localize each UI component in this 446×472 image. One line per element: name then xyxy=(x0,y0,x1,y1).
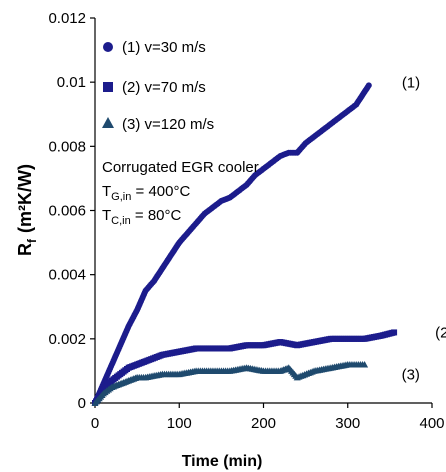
plot-area: 0 0.002 0.004 0.006 0.008 0.01 0.012 0 100 200 30… xyxy=(48,10,446,432)
legend-label-2: (2) v=70 m/s xyxy=(122,79,206,96)
y-axis-ticks: 0 0.002 0.004 0.006 0.008 0.01 0.012 xyxy=(48,10,95,412)
x-tick-label: 100 xyxy=(167,415,192,432)
tg-sub: G,in xyxy=(111,191,131,203)
y-tick-label: 0.004 xyxy=(48,267,86,284)
x-tick-label: 0 xyxy=(91,415,99,432)
tc-sub: C,in xyxy=(111,215,131,227)
legend-marker-square xyxy=(103,82,113,92)
x-axis-ticks: 0 100 200 300 400 xyxy=(91,403,445,432)
conditions-annotation: Corrugated EGR cooler TG,in = 400°C TC,i… xyxy=(102,159,259,227)
series-end-label-3: (3) xyxy=(402,367,420,384)
tc-rest: = 80°C xyxy=(131,207,182,224)
y-tick-label: 0.006 xyxy=(48,203,86,220)
series-layer xyxy=(91,82,398,406)
y-tick-label: 0 xyxy=(78,395,86,412)
legend-entry-3: (3) v=120 m/s xyxy=(102,116,214,133)
legend-entry-2: (2) v=70 m/s xyxy=(103,79,206,96)
y-tick-label: 0.008 xyxy=(48,138,86,155)
data-point xyxy=(391,329,398,336)
series-end-labels: (1) (2) (3) xyxy=(402,74,446,383)
legend-entry-1: (1) v=30 m/s xyxy=(103,39,206,56)
legend-marker-triangle xyxy=(102,117,114,128)
data-point xyxy=(365,82,372,89)
annotation-title: Corrugated EGR cooler xyxy=(102,159,259,176)
x-tick-label: 200 xyxy=(251,415,276,432)
x-tick-label: 300 xyxy=(335,415,360,432)
annotation-coolant-inlet-temp: TC,in = 80°C xyxy=(102,207,182,227)
annotation-gas-inlet-temp: TG,in = 400°C xyxy=(102,183,190,203)
y-axis-title: Rf (m²K/W) xyxy=(15,164,39,256)
x-axis-title: Time (min) xyxy=(182,453,263,470)
tg-rest: = 400°C xyxy=(131,183,190,200)
tc-main: T xyxy=(102,207,111,224)
series-end-label-1: (1) xyxy=(402,74,420,91)
y-axis-title-main: R xyxy=(15,243,35,256)
series-3 xyxy=(91,361,369,406)
legend-label-3: (3) v=120 m/s xyxy=(122,116,214,133)
y-tick-label: 0.01 xyxy=(57,74,86,91)
y-axis-title-sub: f xyxy=(25,238,39,243)
tg-main: T xyxy=(102,183,111,200)
series-1 xyxy=(92,82,372,406)
legend-marker-circle xyxy=(103,42,113,52)
data-point xyxy=(361,361,369,368)
legend: (1) v=30 m/s (2) v=70 m/s (3) v=120 m/s xyxy=(102,39,214,133)
y-tick-label: 0.002 xyxy=(48,331,86,348)
y-axis-title-unit: (m²K/W) xyxy=(15,164,35,233)
legend-label-1: (1) v=30 m/s xyxy=(122,39,206,56)
series-end-label-2: (2) xyxy=(435,324,446,341)
y-tick-label: 0.012 xyxy=(48,10,86,27)
x-tick-label: 400 xyxy=(419,415,444,432)
